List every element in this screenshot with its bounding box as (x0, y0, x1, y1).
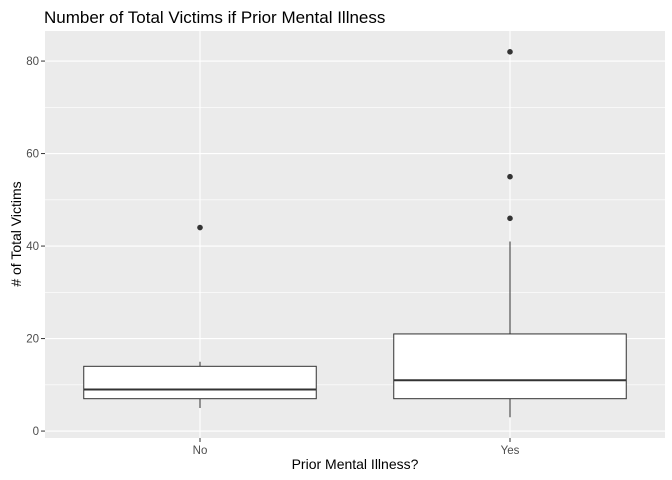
y-tick-label-80: 80 (26, 56, 39, 68)
outlier-point-yes (507, 173, 513, 180)
outlier-point-yes (507, 215, 513, 222)
y-tick-label-60: 60 (26, 149, 39, 161)
outlier-point-yes (507, 49, 513, 55)
y-axis-title: # of Total Victims (8, 181, 24, 286)
x-axis-title: Prior Mental Illness? (292, 456, 419, 472)
y-tick-label-20: 20 (26, 334, 39, 346)
x-tick-label-no: No (193, 445, 208, 457)
x-tick-label-yes: Yes (501, 445, 520, 457)
box-yes (393, 333, 627, 400)
outlier-point-no (197, 224, 203, 231)
y-axis: 0 20 40 60 80 (26, 56, 45, 438)
chart-title: Number of Total Victims if Prior Mental … (44, 8, 385, 27)
box-series (83, 49, 627, 418)
x-axis: No Yes (193, 438, 520, 457)
y-tick-label-40: 40 (26, 241, 39, 253)
box-no (83, 365, 317, 400)
y-tick-label-0: 0 (33, 426, 39, 438)
